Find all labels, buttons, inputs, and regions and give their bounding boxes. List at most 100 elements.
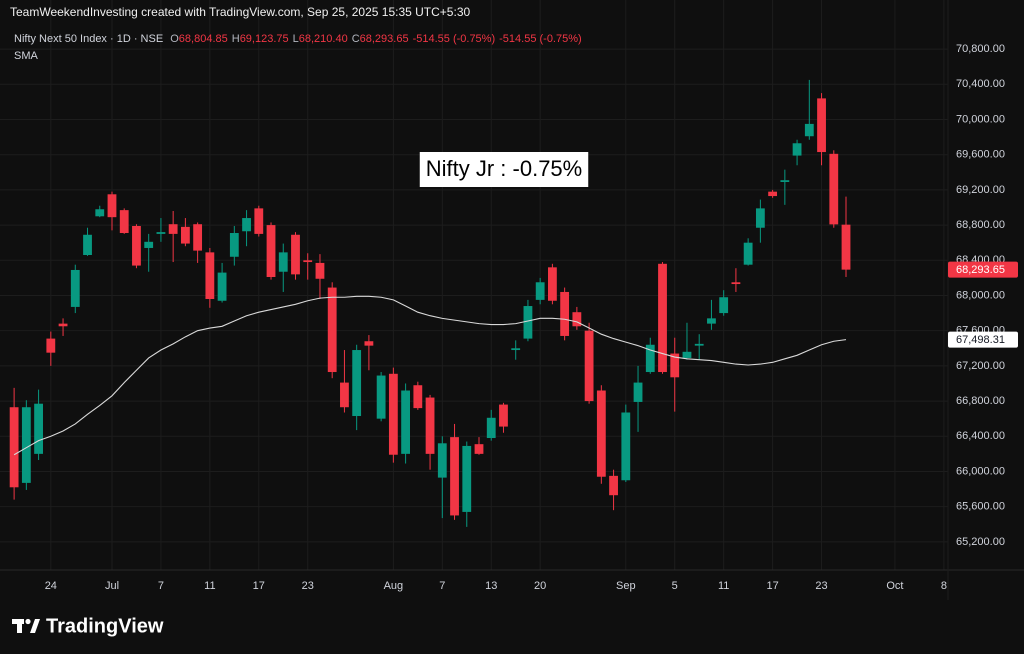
y-tick-label: 68,000.00 [956, 289, 1005, 301]
candle-body [474, 444, 484, 454]
y-tick-label: 70,800.00 [956, 43, 1005, 55]
sma-line [13, 295, 847, 456]
x-tick-label: 5 [672, 580, 678, 592]
y-tick-label: 69,600.00 [956, 149, 1005, 161]
candle-body [376, 375, 386, 419]
candle-body [327, 287, 337, 373]
brand: TradingView [46, 615, 164, 637]
indicator-name: SMA [14, 50, 38, 62]
candle-body [633, 382, 643, 402]
candle-body [401, 390, 411, 454]
y-tick-label: 65,600.00 [956, 501, 1005, 513]
candle-body [841, 224, 851, 270]
candle-body [547, 267, 557, 301]
logo-slash [30, 619, 40, 633]
candle-body [254, 208, 264, 234]
candle-body [621, 412, 631, 481]
candle-body [731, 282, 741, 285]
candle-body [303, 260, 313, 263]
candle-body [682, 351, 692, 358]
candle-body [596, 390, 606, 477]
candle-body [658, 263, 667, 373]
y-tick-label: 66,400.00 [956, 430, 1005, 442]
ohlc-value: 68,293.65 [359, 33, 409, 45]
candle-body [694, 343, 704, 346]
candle-body [205, 252, 215, 299]
last-price-label: 68,293.65 [956, 264, 1005, 276]
ohlc-value: 69,123.75 [239, 33, 289, 45]
candle-body [523, 306, 533, 339]
y-tick-label: 67,200.00 [956, 360, 1005, 372]
candle-body [132, 225, 141, 266]
candle-body [46, 338, 56, 353]
symbol: Nifty Next 50 Index · 1D · NSE [14, 33, 164, 45]
candle-body [364, 341, 374, 346]
candle-body [119, 210, 129, 234]
candle-body [242, 218, 251, 232]
candle-body [388, 373, 398, 455]
x-tick-label: 7 [158, 580, 164, 592]
ohlc-key: L [292, 33, 299, 45]
candle-body [291, 234, 300, 275]
candle-body [450, 437, 459, 516]
x-tick-label: 17 [766, 580, 778, 592]
candle-body [156, 232, 166, 234]
x-tick-label: 11 [718, 580, 729, 592]
candle-body [217, 272, 227, 301]
change: -514.55 (-0.75%) [412, 33, 496, 45]
y-tick-label: 65,200.00 [956, 536, 1005, 548]
candle-body [755, 208, 765, 228]
x-tick-label: 11 [204, 580, 215, 592]
watermark: TeamWeekendInvesting created with Tradin… [10, 5, 471, 19]
axis: 65,200.00 65,600.00 66,000.00 66,400.00 66,8… [0, 0, 1024, 600]
y-tick-label: 69,200.00 [956, 184, 1005, 196]
candle-body [21, 407, 31, 483]
candle-body [792, 143, 802, 156]
ohlc-key: O [170, 33, 179, 45]
ohlc-item: C68,293.65 [352, 33, 413, 45]
x-tick-label: 7 [439, 580, 445, 592]
candle-body [804, 123, 814, 137]
candle-body [315, 262, 325, 279]
last-price-label-box [948, 261, 1018, 278]
candle-body [437, 443, 447, 478]
x-tick-label: 23 [302, 580, 314, 592]
logo-stem [17, 619, 22, 633]
candle-body [584, 330, 594, 402]
sma-price-label-box [948, 331, 1018, 348]
x-tick-label: 23 [815, 580, 827, 592]
x-tick-label: 13 [485, 580, 497, 592]
candle-body [95, 209, 105, 217]
candle-body [707, 318, 716, 324]
candle-body [486, 417, 496, 439]
y-tick-label: 66,800.00 [956, 395, 1005, 407]
x-tick-label: 17 [253, 580, 265, 592]
candle-body [817, 98, 826, 153]
x-tick-label: 24 [45, 580, 57, 592]
candle-body [462, 445, 472, 512]
candle-body [511, 348, 521, 351]
candle-body [266, 225, 276, 278]
x-tick-label: Sep [616, 580, 636, 592]
y-tick-label: 70,000.00 [956, 113, 1005, 125]
logo: TradingView [12, 615, 164, 637]
candle-body [34, 403, 43, 454]
ohlc-item: O68,804.85 [170, 33, 232, 45]
annotation: Nifty Jr : -0.75% [426, 156, 582, 181]
candle-body [144, 241, 154, 248]
logo-dot [25, 618, 31, 625]
ohlc-item: H69,123.75 [232, 33, 293, 45]
ohlc-key: C [351, 33, 360, 45]
annotation-box [419, 152, 589, 187]
candle-body [168, 224, 178, 234]
change: -514.55 (-0.75%) [499, 33, 582, 45]
y-tick-label: 68,800.00 [956, 219, 1005, 231]
x-tick-label: Aug [384, 580, 404, 592]
candle-body [229, 233, 239, 257]
candle-body [780, 180, 790, 182]
candle-body [535, 282, 545, 300]
candle-body [107, 194, 117, 218]
ohlc-key: H [231, 33, 240, 45]
legend: Nifty Next 50 Index · 1D · NSE O68,804.8… [14, 33, 586, 45]
